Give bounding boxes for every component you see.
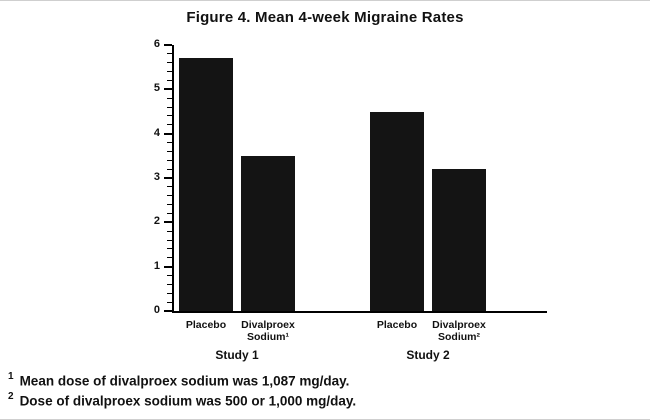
footnote: 1 Mean dose of divalproex sodium was 1,08…: [8, 371, 356, 389]
y-axis-tick: [164, 44, 172, 46]
y-tick-label: 2: [153, 215, 160, 228]
y-axis-minor-tick: [167, 283, 172, 285]
y-axis-minor-tick: [167, 115, 172, 117]
footnote: 2 Dose of divalproex sodium was 500 or 1,…: [8, 390, 357, 409]
footnotes: 1 Mean dose of divalproex sodium was 1,08…: [8, 371, 357, 411]
y-axis-minor-tick: [167, 106, 172, 108]
y-axis-minor-tick: [167, 239, 172, 241]
y-axis-minor-tick: [167, 159, 172, 161]
footnote-text: Dose of divalproex sodium was 500 or 1,0…: [19, 393, 357, 408]
y-axis-minor-tick: [167, 150, 172, 152]
footnote-marker: 2: [8, 390, 14, 402]
plot-area: 0 1 2 3 4 5 6: [154, 38, 547, 316]
y-tick-label: 5: [153, 82, 160, 95]
footnote-marker: 1: [8, 371, 14, 382]
y-axis-minor-tick: [167, 97, 172, 99]
group-label: Study 1: [215, 348, 259, 362]
bar-label: Placebo: [185, 319, 227, 331]
y-axis-minor-tick: [167, 248, 172, 250]
y-axis-minor-tick: [167, 275, 172, 277]
y-axis-minor-tick: [167, 301, 172, 303]
y-tick-label: 0: [153, 304, 160, 316]
y-axis-minor-tick: [167, 204, 172, 206]
y-axis-minor-tick: [167, 195, 172, 197]
y-axis-minor-tick: [167, 168, 172, 170]
chart-title: Figure 4. Mean 4-week Migraine Rates: [186, 9, 464, 26]
y-axis-minor-tick: [167, 142, 172, 144]
y-axis-tick: [164, 88, 172, 91]
bar-study-1-1: [241, 155, 295, 311]
y-tick-label: 6: [153, 38, 160, 50]
y-axis-minor-tick: [167, 79, 172, 81]
y-axis-tick: [164, 132, 172, 135]
bar-study-2-0: [370, 111, 424, 311]
y-axis-minor-tick: [167, 124, 172, 126]
y-axis-tick: [164, 310, 172, 312]
y-axis-minor-tick: [167, 230, 172, 232]
y-axis-minor-tick: [167, 62, 172, 64]
y-tick-label: 3: [153, 171, 160, 183]
bar-study-1-0: [179, 58, 233, 311]
bar-study-2-1: [432, 169, 486, 311]
footnote-text: Mean dose of divalproex sodium was 1,087…: [19, 373, 350, 389]
y-axis-tick: [164, 221, 172, 224]
y-axis-minor-tick: [167, 212, 172, 214]
group-label: Study 2: [406, 348, 450, 362]
y-tick-label: 4: [153, 126, 160, 139]
bar-label: Divalproex Sodium²: [432, 319, 486, 344]
y-axis-tick: [164, 177, 172, 179]
y-tick-label: 1: [153, 259, 160, 272]
y-axis-minor-tick: [167, 292, 172, 294]
y-axis-minor-tick: [167, 257, 172, 259]
y-axis-minor-tick: [167, 71, 172, 73]
y-axis-minor-tick: [167, 186, 172, 188]
y-axis-minor-tick: [167, 53, 172, 55]
bar-label: Placebo: [376, 319, 418, 331]
y-axis-tick: [164, 265, 172, 268]
bar-label: Divalproex Sodium¹: [241, 319, 295, 344]
